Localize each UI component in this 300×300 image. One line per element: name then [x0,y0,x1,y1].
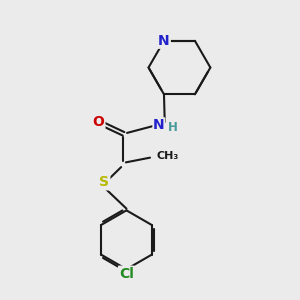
Text: Cl: Cl [119,267,134,281]
Text: N: N [153,118,165,132]
Text: O: O [92,115,104,129]
Text: N: N [158,34,170,48]
Text: H: H [168,121,178,134]
Text: CH₃: CH₃ [157,151,179,161]
Text: S: S [99,176,110,189]
